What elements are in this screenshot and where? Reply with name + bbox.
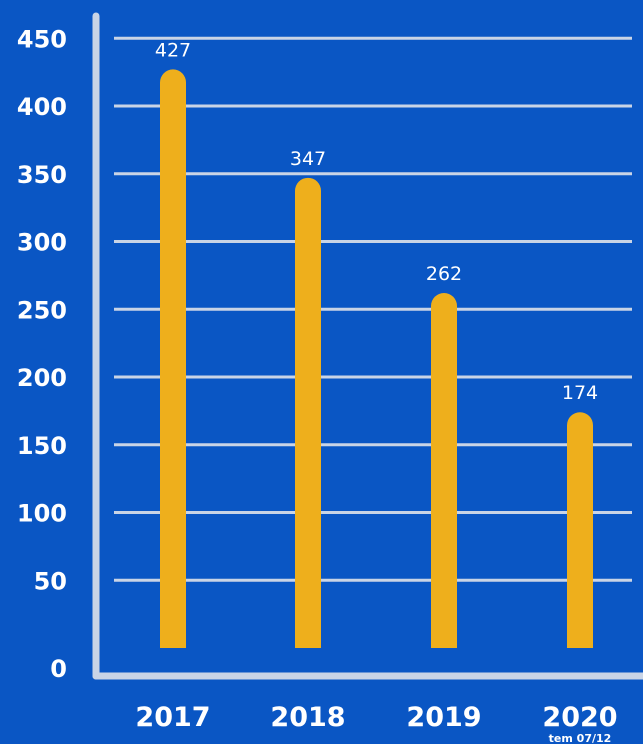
data-label-2017: 427 <box>155 39 191 61</box>
data-label-2020: 174 <box>562 382 598 404</box>
bar-2017 <box>160 69 186 648</box>
y-tick-labels: 0 50 100 150 200 250 300 350 400 450 <box>17 25 67 683</box>
bar-2018 <box>295 177 321 648</box>
y-tick-label: 200 <box>17 364 67 392</box>
data-label-2018: 347 <box>290 148 326 170</box>
y-tick-label: 100 <box>17 500 67 528</box>
data-label-2019: 262 <box>426 263 462 285</box>
gridlines <box>114 36 632 582</box>
y-tick-label: 400 <box>17 93 67 121</box>
y-tick-label: 350 <box>17 161 67 189</box>
axes <box>92 12 643 680</box>
x-tick-label-2018: 2018 <box>270 702 345 733</box>
x-tick-label-2019: 2019 <box>406 702 481 733</box>
bars <box>160 69 593 648</box>
y-tick-label: 250 <box>17 296 67 324</box>
x-tick-label-2017: 2017 <box>135 702 210 733</box>
y-tick-label: 50 <box>34 567 67 595</box>
y-tick-label: 0 <box>50 655 67 683</box>
bar-2020 <box>567 412 593 648</box>
y-tick-label: 450 <box>17 25 67 53</box>
y-tick-label: 150 <box>17 432 67 460</box>
data-labels: 427 347 262 174 <box>155 39 598 404</box>
x-tick-label-2020: 2020 <box>542 702 617 733</box>
y-tick-label: 300 <box>17 229 67 257</box>
bar-2019 <box>431 292 457 648</box>
x-tick-note: tem 07/12 <box>549 732 612 744</box>
